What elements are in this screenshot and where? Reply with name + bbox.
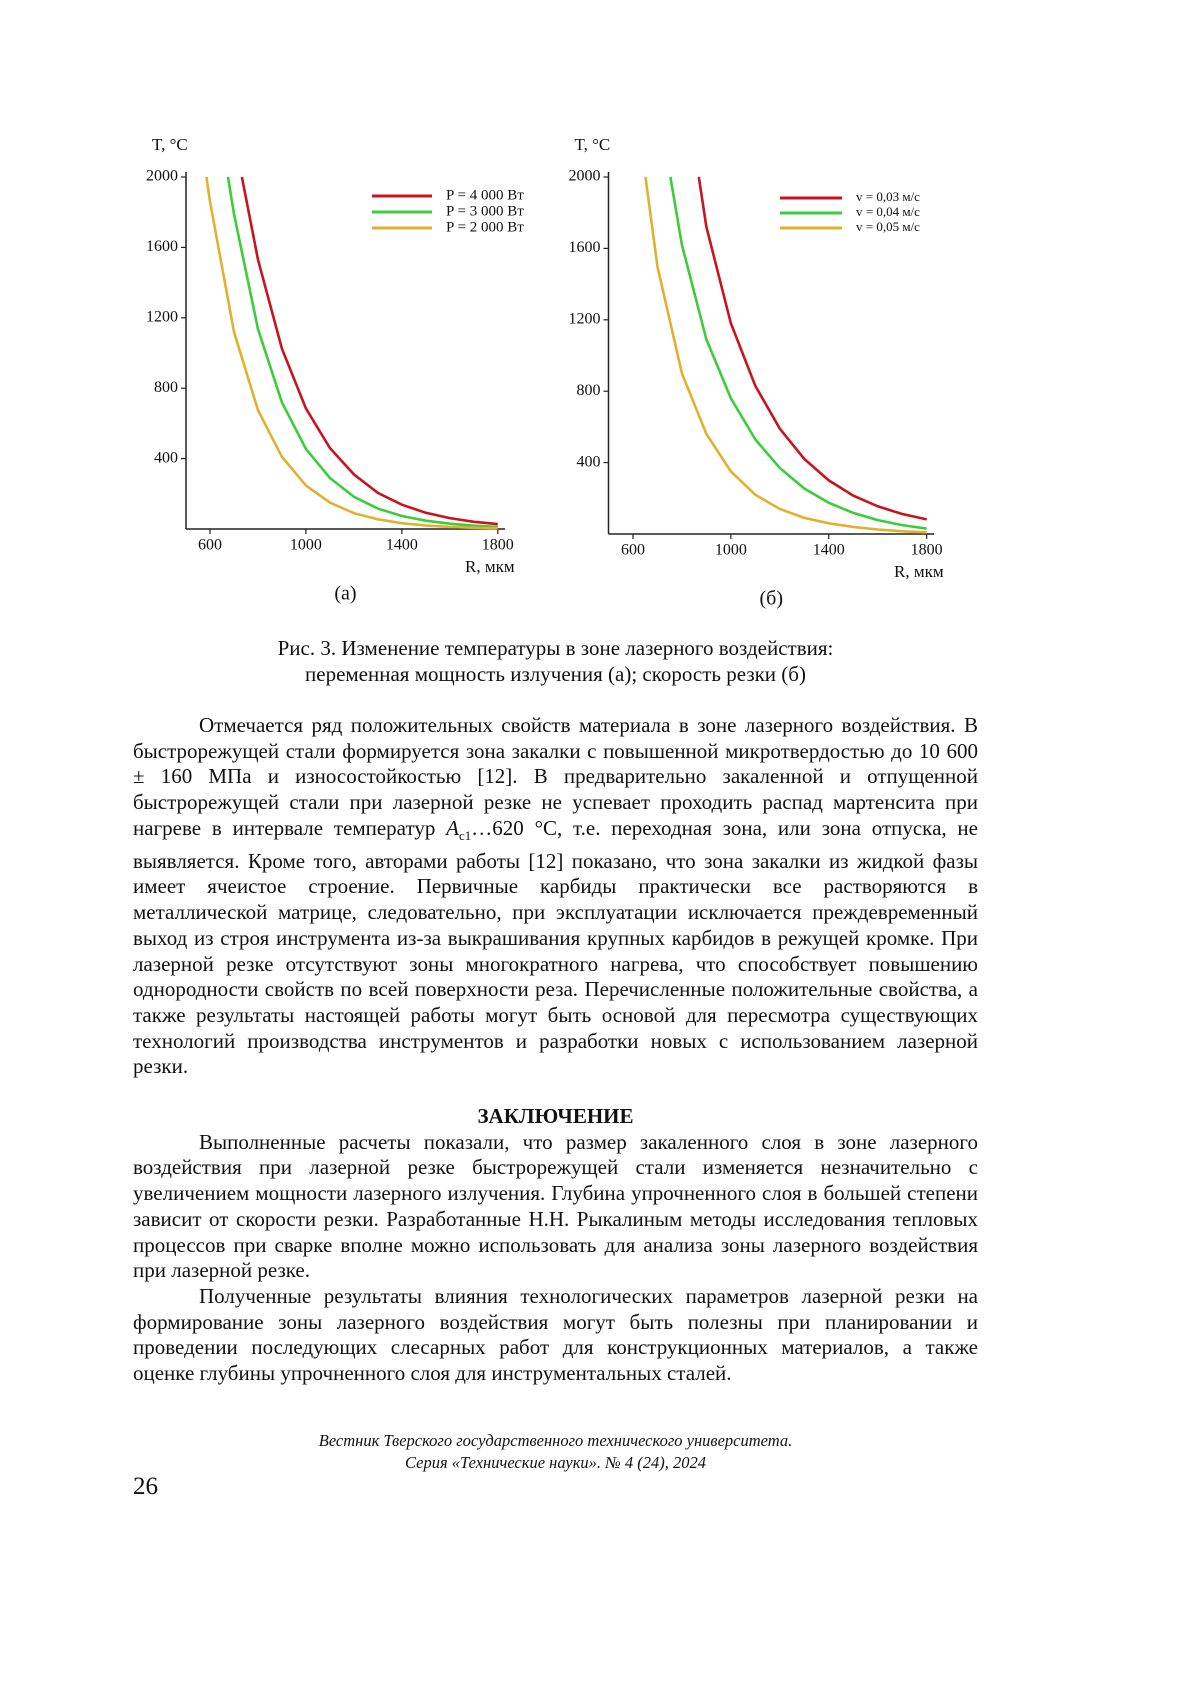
- y-axis-label: T, °C: [575, 135, 611, 154]
- y-tick-label: 1600: [569, 239, 601, 256]
- y-tick-label: 1600: [146, 238, 178, 255]
- x-tick-label: 1400: [813, 542, 845, 559]
- paragraph: Полученные результаты влияния технологич…: [133, 1283, 978, 1386]
- curve: [226, 176, 498, 529]
- x-tick-label: 1000: [715, 542, 747, 559]
- y-tick-label: 400: [154, 449, 178, 466]
- y-tick-label: 400: [577, 453, 601, 470]
- curve: [669, 176, 927, 530]
- y-tick-label: 1200: [569, 310, 601, 327]
- y-tick-label: 1200: [146, 308, 178, 325]
- footer-line: Серия «Технические науки». № 4 (24), 202…: [405, 1453, 706, 1472]
- legend-label: v = 0,04 м/с: [856, 204, 920, 219]
- curve: [240, 176, 498, 526]
- footer-line: Вестник Тверского государственного техни…: [318, 1431, 793, 1450]
- caption-line: переменная мощность излучения (а); скоро…: [305, 661, 806, 686]
- panel-label: (б): [760, 588, 784, 610]
- figure-caption: Рис. 3. Изменение температуры в зоне лаз…: [133, 636, 978, 687]
- subscript: c1: [459, 828, 472, 843]
- symbol: A: [446, 815, 459, 840]
- curve: [644, 176, 927, 534]
- y-tick-label: 2000: [146, 168, 178, 185]
- legend-label: v = 0,03 м/с: [856, 189, 920, 204]
- page-number: 26: [133, 1473, 158, 1500]
- x-tick-label: 1800: [911, 542, 943, 559]
- y-tick-label: 800: [154, 379, 178, 396]
- curve: [697, 176, 927, 521]
- y-axis-label: T, °C: [152, 135, 188, 154]
- panel-label: (а): [334, 583, 356, 605]
- figure: 400 800 1200 1600 2000 600 1000 1400 1800 T, °C R,…: [146, 135, 944, 610]
- x-axis-label: R, мкм: [894, 562, 944, 581]
- x-tick-label: 600: [621, 542, 645, 559]
- y-tick-label: 800: [577, 382, 601, 399]
- caption-line: Рис. 3. Изменение температуры в зоне лаз…: [277, 636, 834, 660]
- x-tick-label: 600: [198, 537, 222, 554]
- legend-label: P = 4 000 Вт: [446, 187, 524, 203]
- paragraph: Отмечается ряд положительных свойств мат…: [133, 713, 978, 1080]
- x-tick-label: 1800: [482, 537, 514, 554]
- section-heading: ЗАКЛЮЧЕНИЕ: [477, 1104, 634, 1129]
- y-tick-label: 2000: [569, 168, 601, 185]
- x-axis-label: R, мкм: [465, 557, 515, 576]
- x-tick-label: 1400: [386, 537, 418, 554]
- paragraph: Выполненные расчеты показали, что размер…: [133, 1129, 978, 1283]
- legend-label: v = 0,05 м/с: [856, 219, 920, 234]
- curve: [205, 176, 498, 530]
- text: Отмечается ряд положительных свойств мат…: [133, 713, 978, 840]
- text: …620 °C, т.е. переходная зона, или зона …: [133, 815, 978, 1079]
- text-block: Отмечается ряд положительных свойств мат…: [133, 713, 978, 1387]
- x-tick-label: 1000: [290, 537, 322, 554]
- legend-label: P = 2 000 Вт: [446, 219, 524, 235]
- footer: Вестник Тверского государственного техни…: [133, 1430, 978, 1474]
- legend-label: P = 3 000 Вт: [446, 203, 524, 219]
